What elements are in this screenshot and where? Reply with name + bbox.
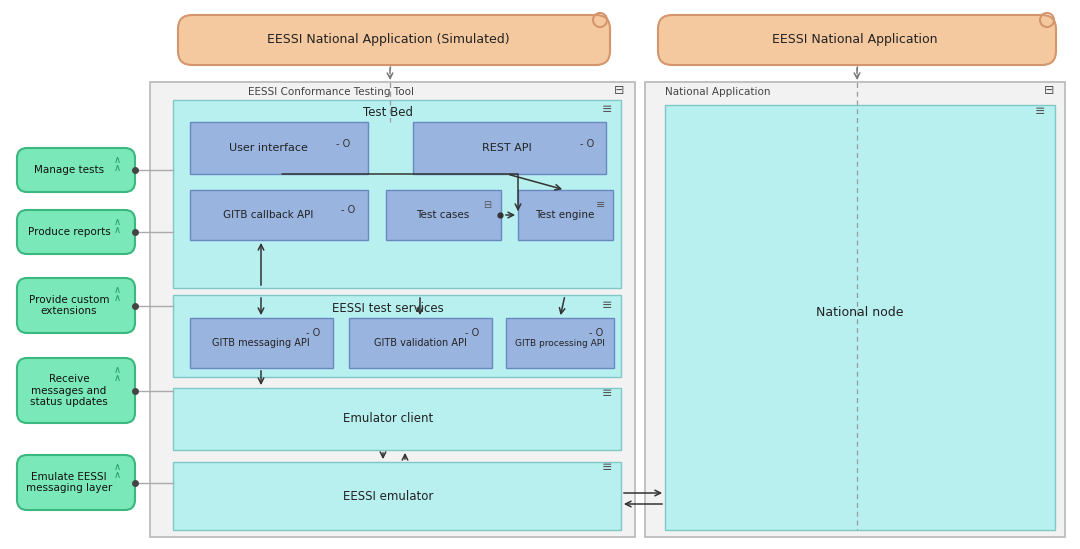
Text: ∧: ∧ bbox=[113, 225, 121, 235]
Text: Manage tests: Manage tests bbox=[33, 165, 104, 175]
Text: ⊟: ⊟ bbox=[1043, 85, 1054, 98]
Bar bbox=[173, 462, 621, 530]
Bar bbox=[190, 318, 333, 368]
Text: - O: - O bbox=[464, 328, 480, 338]
Text: ⊟: ⊟ bbox=[483, 200, 491, 210]
Text: ≡: ≡ bbox=[602, 104, 612, 116]
Bar bbox=[665, 105, 1055, 530]
Text: EESSI emulator: EESSI emulator bbox=[342, 490, 433, 502]
Text: ≡: ≡ bbox=[602, 300, 612, 312]
Text: ∧: ∧ bbox=[113, 462, 121, 472]
Bar bbox=[173, 100, 621, 288]
Text: Produce reports: Produce reports bbox=[28, 227, 110, 237]
Bar bbox=[190, 122, 368, 174]
Text: ∧: ∧ bbox=[113, 365, 121, 375]
Text: - O: - O bbox=[336, 139, 350, 149]
Text: GITB processing API: GITB processing API bbox=[515, 339, 605, 348]
Bar bbox=[507, 318, 615, 368]
Text: ≡: ≡ bbox=[602, 386, 612, 400]
Text: User interface: User interface bbox=[229, 143, 308, 153]
FancyBboxPatch shape bbox=[17, 455, 135, 510]
Text: - O: - O bbox=[341, 205, 355, 215]
Bar bbox=[173, 388, 621, 450]
Text: ∧: ∧ bbox=[113, 163, 121, 173]
Text: Emulator client: Emulator client bbox=[342, 412, 433, 425]
Text: - O: - O bbox=[580, 139, 594, 149]
Bar bbox=[173, 295, 621, 377]
Text: EESSI National Application: EESSI National Application bbox=[772, 33, 937, 47]
Bar bbox=[150, 82, 635, 537]
Text: ∧: ∧ bbox=[113, 373, 121, 383]
Text: - O: - O bbox=[306, 328, 320, 338]
Text: Receive
messages and
status updates: Receive messages and status updates bbox=[30, 374, 108, 407]
Bar bbox=[645, 82, 1065, 537]
Text: Emulate EESSI
messaging layer: Emulate EESSI messaging layer bbox=[26, 472, 112, 494]
FancyBboxPatch shape bbox=[17, 358, 135, 423]
Text: ∧: ∧ bbox=[113, 155, 121, 165]
Bar bbox=[518, 190, 613, 240]
Text: ≡: ≡ bbox=[602, 461, 612, 473]
Bar bbox=[349, 318, 492, 368]
Text: - O: - O bbox=[589, 328, 603, 338]
Text: EESSI National Application (Simulated): EESSI National Application (Simulated) bbox=[267, 33, 510, 47]
FancyBboxPatch shape bbox=[658, 15, 1056, 65]
FancyBboxPatch shape bbox=[17, 278, 135, 333]
Text: GITB messaging API: GITB messaging API bbox=[212, 338, 310, 348]
Text: EESSI Conformance Testing Tool: EESSI Conformance Testing Tool bbox=[248, 87, 414, 97]
Text: ⊟: ⊟ bbox=[613, 85, 624, 98]
Bar bbox=[413, 122, 606, 174]
FancyBboxPatch shape bbox=[17, 210, 135, 254]
Text: ∧: ∧ bbox=[113, 285, 121, 295]
Text: ∧: ∧ bbox=[113, 293, 121, 303]
Text: Test cases: Test cases bbox=[417, 210, 470, 220]
Text: ∧: ∧ bbox=[113, 470, 121, 480]
Text: Test engine: Test engine bbox=[536, 210, 595, 220]
Text: Provide custom
extensions: Provide custom extensions bbox=[29, 295, 109, 316]
FancyBboxPatch shape bbox=[17, 148, 135, 192]
Text: Test Bed: Test Bed bbox=[363, 105, 413, 119]
Text: National Application: National Application bbox=[665, 87, 770, 97]
Text: REST API: REST API bbox=[482, 143, 531, 153]
Text: EESSI test services: EESSI test services bbox=[333, 301, 444, 315]
Text: GITB callback API: GITB callback API bbox=[222, 210, 313, 220]
FancyBboxPatch shape bbox=[178, 15, 610, 65]
Text: National node: National node bbox=[816, 305, 904, 318]
Text: GITB validation API: GITB validation API bbox=[374, 338, 467, 348]
Text: ≡: ≡ bbox=[1035, 105, 1045, 119]
Bar bbox=[386, 190, 501, 240]
Bar bbox=[190, 190, 368, 240]
Text: ≡: ≡ bbox=[596, 200, 606, 210]
Text: ∧: ∧ bbox=[113, 217, 121, 227]
